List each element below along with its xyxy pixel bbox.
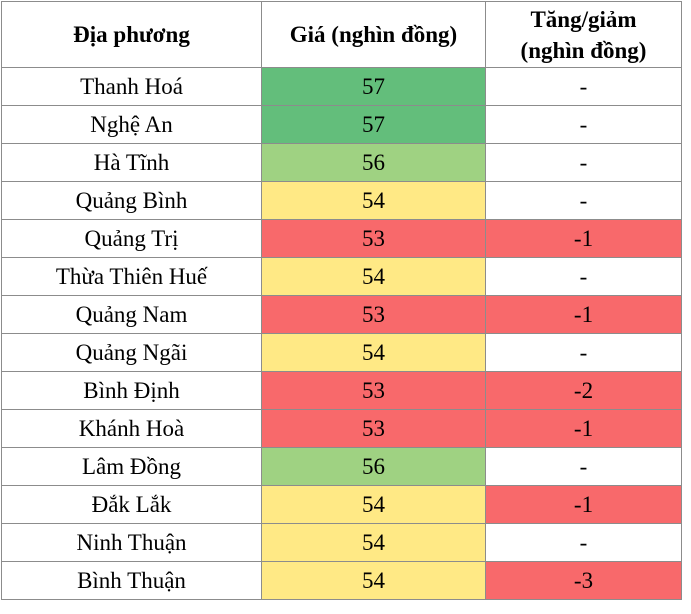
table-row: Bình Thuận 54 -3 <box>1 561 682 600</box>
location-cell: Quảng Bình <box>1 181 262 220</box>
change-cell: -2 <box>485 371 682 410</box>
table-row: Quảng Trị 53 -1 <box>1 219 682 258</box>
price-cell: 56 <box>261 447 486 486</box>
price-cell: 57 <box>261 105 486 144</box>
location-cell: Quảng Trị <box>1 219 262 258</box>
location-cell: Ninh Thuận <box>1 523 262 562</box>
price-cell: 53 <box>261 219 486 258</box>
price-cell: 53 <box>261 409 486 448</box>
change-cell: -1 <box>485 219 682 258</box>
change-cell: -3 <box>485 561 682 600</box>
price-cell: 54 <box>261 181 486 220</box>
change-cell: -1 <box>485 409 682 448</box>
price-cell: 54 <box>261 485 486 524</box>
change-cell: - <box>485 523 682 562</box>
price-cell: 54 <box>261 561 486 600</box>
table-row: Quảng Bình 54- <box>1 181 682 220</box>
price-table: Địa phương Giá (nghìn đồng) Tăng/giảm (n… <box>1 1 682 600</box>
location-cell: Bình Định <box>1 371 262 410</box>
price-cell: 54 <box>261 523 486 562</box>
table-row: Thanh Hoá 57- <box>1 67 682 106</box>
header-row: Địa phương Giá (nghìn đồng) Tăng/giảm (n… <box>1 1 682 68</box>
change-cell: -1 <box>485 295 682 334</box>
table-row: Thừa Thiên Huế 54- <box>1 257 682 296</box>
table-row: Ninh Thuận 54- <box>1 523 682 562</box>
location-cell: Lâm Đồng <box>1 447 262 486</box>
change-cell: - <box>485 143 682 182</box>
price-cell: 54 <box>261 333 486 372</box>
table-body: Thanh Hoá 57- Nghệ An 57- Hà Tĩnh 56- Quảng Bì… <box>1 67 682 600</box>
table-row: Hà Tĩnh 56- <box>1 143 682 182</box>
table-row: Bình Định 53 -2 <box>1 371 682 410</box>
header-cell: Giá (nghìn đồng) <box>261 1 486 68</box>
change-cell: - <box>485 67 682 106</box>
location-cell: Quảng Ngãi <box>1 333 262 372</box>
location-cell: Quảng Nam <box>1 295 262 334</box>
change-cell: - <box>485 447 682 486</box>
price-cell: 53 <box>261 371 486 410</box>
change-cell: - <box>485 257 682 296</box>
location-cell: Nghệ An <box>1 105 262 144</box>
price-cell: 56 <box>261 143 486 182</box>
location-cell: Bình Thuận <box>1 561 262 600</box>
table-header: Địa phương Giá (nghìn đồng) Tăng/giảm (n… <box>1 1 682 68</box>
table-row: Lâm Đồng 56- <box>1 447 682 486</box>
price-cell: 53 <box>261 295 486 334</box>
table-row: Nghệ An 57- <box>1 105 682 144</box>
location-cell: Đắk Lắk <box>1 485 262 524</box>
change-cell: - <box>485 333 682 372</box>
change-cell: - <box>485 105 682 144</box>
change-cell: -1 <box>485 485 682 524</box>
location-cell: Hà Tĩnh <box>1 143 262 182</box>
change-cell: - <box>485 181 682 220</box>
location-cell: Thanh Hoá <box>1 67 262 106</box>
price-cell: 54 <box>261 257 486 296</box>
price-cell: 57 <box>261 67 486 106</box>
table-row: Khánh Hoà 53 -1 <box>1 409 682 448</box>
header-cell: Địa phương <box>1 1 262 68</box>
location-cell: Khánh Hoà <box>1 409 262 448</box>
location-cell: Thừa Thiên Huế <box>1 257 262 296</box>
table-row: Quảng Ngãi 54- <box>1 333 682 372</box>
header-cell: Tăng/giảm (nghìn đồng) <box>485 1 682 68</box>
table-row: Quảng Nam 53 -1 <box>1 295 682 334</box>
table-row: Đắk Lắk 54 -1 <box>1 485 682 524</box>
